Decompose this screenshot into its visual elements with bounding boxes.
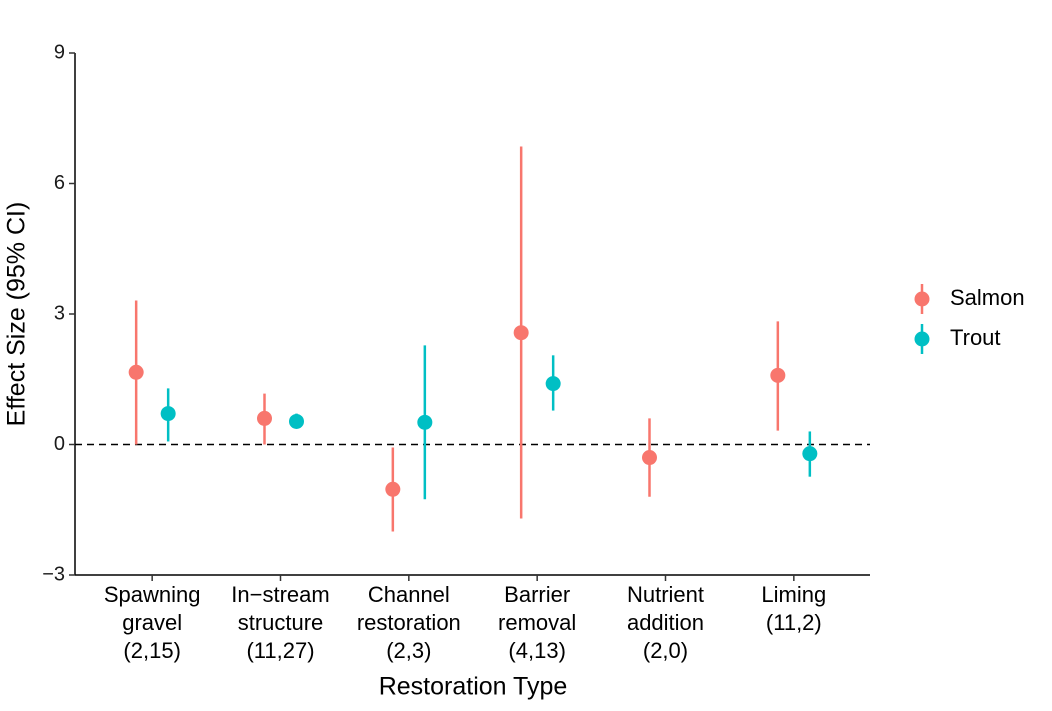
point [802, 446, 818, 462]
y-tick-label: −3 [42, 563, 65, 585]
x-tick-label: Barrier [504, 582, 570, 607]
x-tick-label: addition [627, 610, 704, 635]
legend-label: Salmon [950, 285, 1025, 310]
point [417, 414, 433, 430]
x-tick-label: restoration [357, 610, 461, 635]
x-tick-label: (2,15) [123, 638, 180, 663]
point [770, 367, 786, 383]
x-axis-title: Restoration Type [379, 673, 568, 701]
x-tick-label: (2,3) [386, 638, 431, 663]
legend-swatch [914, 331, 930, 347]
x-tick-label: structure [238, 610, 324, 635]
y-tick-label: 3 [54, 302, 65, 324]
x-tick-label: Nutrient [627, 582, 704, 607]
point [128, 364, 144, 380]
legend-label: Trout [950, 325, 1001, 350]
y-axis-title: Effect Size (95% CI) [3, 202, 31, 427]
y-tick-label: 9 [54, 41, 65, 63]
point [513, 325, 529, 341]
x-tick-label: Spawning [104, 582, 201, 607]
point [642, 450, 657, 466]
point [385, 481, 401, 497]
x-tick-label: In−stream [231, 582, 329, 607]
x-tick-label: Channel [368, 582, 450, 607]
x-tick-label: (4,13) [508, 638, 565, 663]
point [257, 410, 272, 426]
x-tick-label: Liming [761, 582, 826, 607]
x-tick-label: removal [498, 610, 576, 635]
x-tick-label: (11,27) [246, 638, 314, 663]
x-tick-label: gravel [122, 610, 182, 635]
point [289, 413, 304, 429]
point [160, 406, 176, 422]
x-tick-label: (2,0) [643, 638, 688, 663]
y-tick-label: 0 [54, 433, 65, 455]
point [545, 376, 561, 392]
x-tick-label: (11,2) [766, 610, 822, 635]
legend-swatch [914, 291, 930, 307]
y-tick-label: 6 [54, 172, 65, 194]
